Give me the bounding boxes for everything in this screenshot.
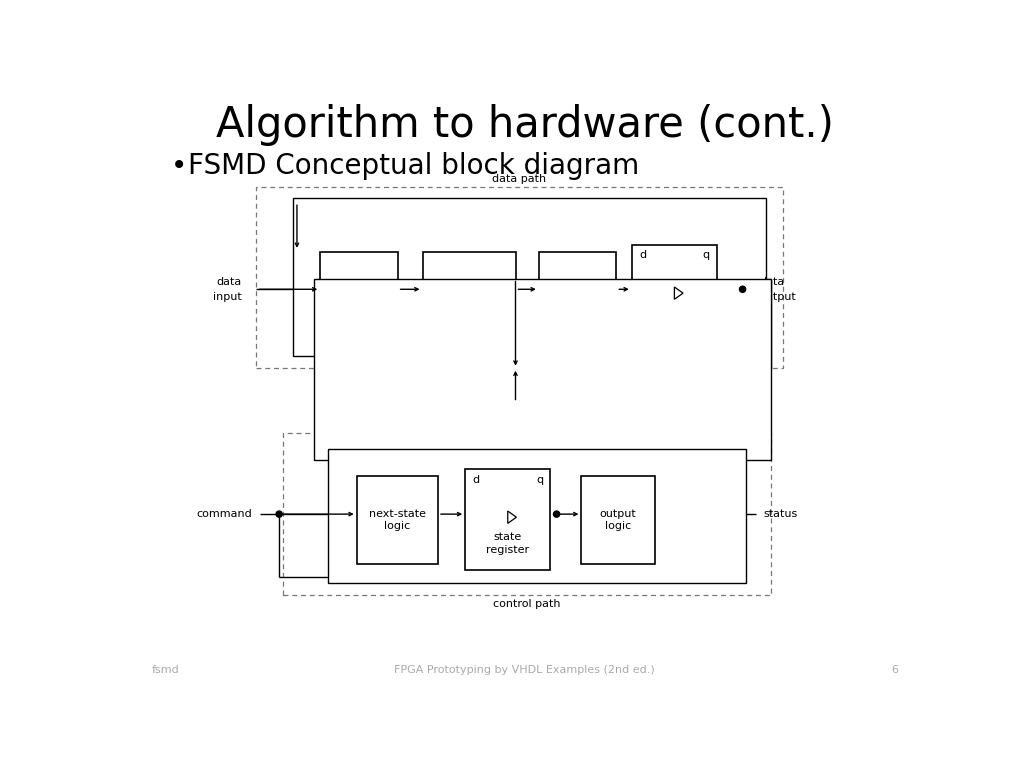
Bar [465,469,550,570]
Text: data path: data path [493,174,547,184]
Text: 6: 6 [891,664,898,674]
Text: register: register [486,545,529,555]
Text: fsmd: fsmd [152,664,179,674]
Text: status: status [764,509,798,519]
Text: •: • [171,152,186,180]
Text: data: data [760,276,784,286]
Text: output: output [600,508,637,518]
Bar [423,253,515,341]
Text: state: state [494,532,522,542]
Bar [582,475,655,564]
Bar [256,187,783,368]
Bar [321,253,397,341]
Bar [283,433,771,595]
Text: d: d [639,250,646,260]
Circle shape [739,286,745,293]
Text: data: data [662,309,687,319]
Circle shape [276,511,283,517]
Text: data: data [217,276,242,286]
Text: logic: logic [384,521,411,531]
Polygon shape [508,511,516,523]
Text: output: output [760,292,797,302]
Bar [632,245,717,349]
Text: command: command [197,509,252,519]
Text: d: d [472,475,479,485]
Text: routing: routing [557,286,597,296]
Polygon shape [675,287,683,300]
Text: network: network [555,298,600,308]
Bar [314,280,771,460]
Text: FPGA Prototyping by VHDL Examples (2nd ed.): FPGA Prototyping by VHDL Examples (2nd e… [394,664,655,674]
Text: FSMD Conceptual block diagram: FSMD Conceptual block diagram [187,152,639,180]
Text: q: q [536,475,543,485]
Text: Algorithm to hardware (cont.): Algorithm to hardware (cont.) [216,104,834,146]
Text: input: input [213,292,242,302]
Text: control signals: control signals [527,379,608,390]
Text: logic: logic [605,521,632,531]
Bar [293,198,766,356]
Text: next-state: next-state [369,508,426,518]
Text: q: q [702,250,710,260]
Text: routing: routing [339,286,379,296]
Text: functional units: functional units [426,292,512,302]
Bar [328,449,746,584]
Text: network: network [336,298,382,308]
Bar [539,253,616,341]
Text: control path: control path [494,599,561,609]
Bar [356,475,438,564]
Text: status signals: status signals [353,379,430,390]
Circle shape [554,511,560,517]
Text: registers: registers [650,322,698,332]
